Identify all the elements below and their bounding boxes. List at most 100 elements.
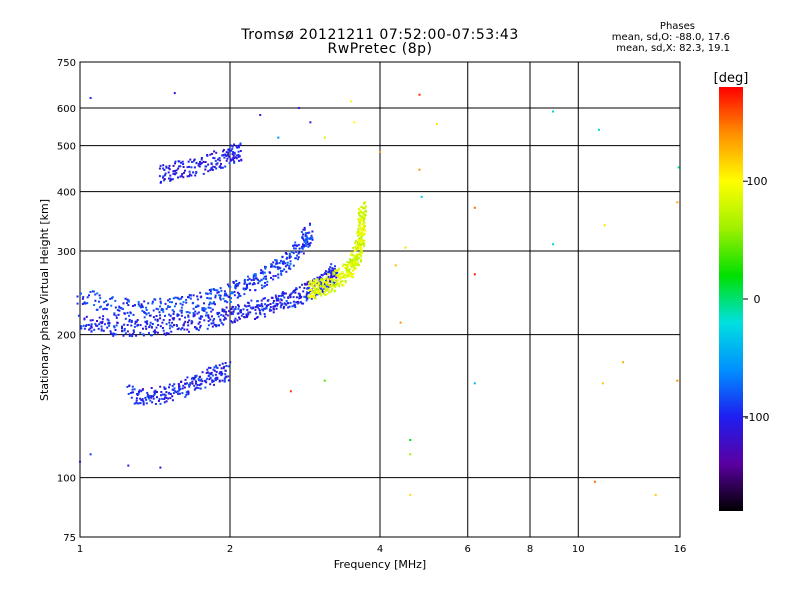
data-point [264, 307, 267, 310]
data-point [359, 251, 362, 254]
data-point [266, 280, 269, 283]
data-point [161, 321, 164, 324]
data-point [259, 304, 262, 307]
data-point [170, 330, 173, 333]
data-point [234, 156, 237, 159]
data-point [353, 267, 356, 270]
data-point [288, 255, 291, 258]
data-point [215, 324, 218, 327]
data-point [314, 279, 317, 282]
data-point [260, 302, 263, 305]
data-point [121, 307, 124, 310]
data-point [311, 282, 314, 285]
data-point [289, 262, 292, 265]
data-point [220, 166, 222, 169]
data-point [158, 398, 161, 401]
data-point [358, 237, 361, 240]
data-point [310, 234, 313, 237]
data-point [288, 265, 291, 268]
data-point [277, 136, 280, 139]
data-point [137, 301, 140, 303]
data-point [350, 273, 353, 276]
data-point [151, 401, 154, 404]
data-point [249, 306, 252, 309]
data-point [334, 265, 336, 268]
data-point [303, 228, 306, 231]
data-point [203, 309, 206, 312]
data-point [326, 276, 329, 279]
data-point [336, 274, 339, 277]
data-point [174, 160, 177, 163]
data-point [282, 307, 285, 310]
colorbar-tick-label: 0 [754, 293, 761, 306]
data-point [257, 304, 260, 307]
data-point [200, 158, 203, 161]
data-point [355, 244, 358, 247]
data-point [198, 321, 201, 324]
data-point [326, 283, 329, 286]
data-point [204, 386, 207, 389]
data-point [279, 306, 282, 309]
data-point [358, 253, 361, 256]
data-point [225, 364, 228, 367]
data-point [223, 316, 226, 319]
data-point [294, 257, 297, 260]
data-point [223, 153, 226, 156]
data-point [360, 216, 363, 219]
data-point [133, 402, 136, 405]
data-point [174, 162, 176, 165]
data-point [212, 288, 215, 290]
data-point [355, 239, 357, 242]
data-point [305, 293, 308, 296]
data-point [253, 273, 256, 276]
data-point [185, 391, 188, 394]
data-point [362, 207, 365, 210]
data-point [379, 150, 381, 153]
data-point [164, 394, 167, 397]
data-point [226, 314, 229, 317]
data-point [336, 271, 339, 274]
data-point [173, 172, 176, 175]
data-point [181, 327, 184, 330]
data-point [347, 272, 350, 275]
data-point [246, 285, 248, 288]
data-point [293, 244, 296, 247]
data-point [260, 304, 263, 306]
data-point [214, 303, 216, 306]
data-point [218, 157, 221, 159]
data-point [313, 282, 316, 285]
data-point [183, 171, 185, 174]
data-point [394, 264, 397, 267]
data-point [236, 319, 239, 322]
data-point [358, 212, 361, 215]
data-point [139, 397, 142, 400]
data-point [81, 303, 84, 305]
data-point [316, 289, 319, 292]
data-point [159, 181, 162, 184]
data-point [145, 398, 148, 401]
data-point [319, 281, 322, 284]
data-point [275, 260, 278, 263]
data-point [312, 286, 315, 289]
data-point [149, 399, 152, 402]
data-point [183, 386, 186, 389]
data-point [215, 163, 218, 166]
data-point [228, 285, 230, 288]
data-point [175, 169, 178, 172]
data-point [676, 201, 679, 204]
data-point [336, 279, 339, 282]
data-point [272, 299, 275, 302]
data-point [272, 305, 275, 308]
data-point [593, 480, 596, 483]
data-point [348, 273, 351, 276]
data-point [325, 282, 328, 284]
data-point [209, 153, 212, 156]
data-point [285, 253, 288, 255]
data-point [324, 272, 327, 275]
data-point [321, 274, 324, 277]
data-point [162, 175, 165, 178]
data-point [354, 241, 357, 244]
data-point [306, 241, 309, 243]
data-point [127, 300, 130, 303]
data-point [311, 236, 314, 239]
